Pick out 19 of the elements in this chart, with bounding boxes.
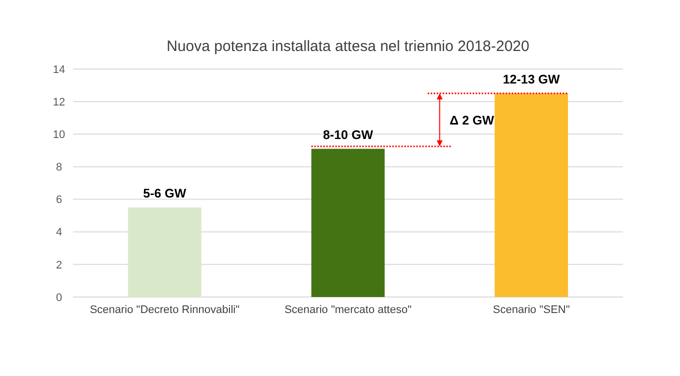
annotation: Δ 2 GW bbox=[450, 113, 494, 128]
y-tick-label: 6 bbox=[56, 194, 62, 206]
x-tick-label: Scenario "SEN" bbox=[492, 304, 570, 316]
bar bbox=[128, 207, 202, 297]
data-label: 8-10 GW bbox=[322, 128, 374, 142]
y-tick-label: 12 bbox=[52, 96, 66, 108]
data-label: 5-6 GW bbox=[143, 186, 186, 200]
y-tick-label: 8 bbox=[56, 162, 62, 174]
chart-title: Nuova potenza installata attesa nel triennio 2018-2020 bbox=[166, 38, 530, 55]
data-label: 12-13 GW bbox=[502, 72, 560, 86]
y-tick-label: 14 bbox=[52, 64, 66, 76]
bar bbox=[311, 148, 385, 297]
y-tick-label: 0 bbox=[56, 292, 62, 304]
y-tick-label: 10 bbox=[52, 128, 66, 141]
x-tick-label: Scenario "mercato atteso" bbox=[284, 304, 412, 316]
y-tick-label: 4 bbox=[56, 226, 62, 239]
y-tick-label: 2 bbox=[56, 259, 62, 272]
x-tick-label: Scenario "Decreto Rinnovabili" bbox=[90, 304, 240, 316]
bar bbox=[494, 93, 568, 297]
